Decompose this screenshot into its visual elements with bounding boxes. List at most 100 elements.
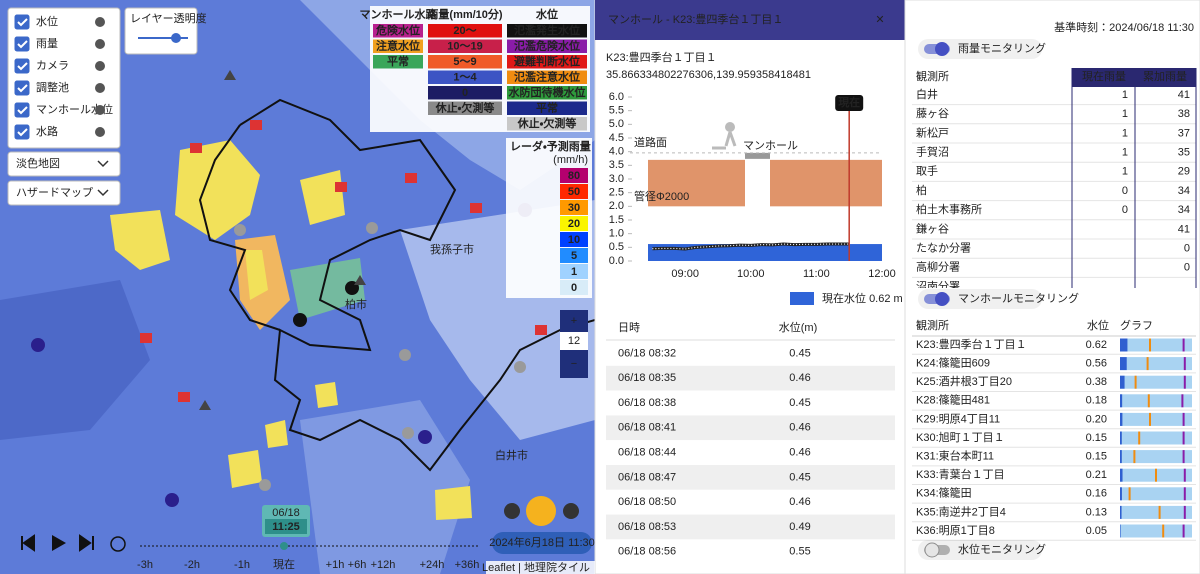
- table-header: 日時: [618, 321, 640, 334]
- clock-button[interactable]: [110, 536, 126, 552]
- camera-marker[interactable]: [470, 203, 482, 213]
- camera-marker[interactable]: [335, 182, 347, 192]
- legend-swatch: [428, 86, 502, 100]
- rain-cell: 37: [1178, 127, 1190, 139]
- dropdown-label[interactable]: ハザードマップ: [16, 186, 93, 199]
- layer-checkbox[interactable]: [14, 80, 30, 96]
- legend-label: 注意水位: [376, 38, 420, 52]
- rain-marker[interactable]: [366, 222, 378, 234]
- table-cell: 06/18 08:56: [618, 546, 676, 558]
- dropdown[interactable]: [7, 151, 121, 177]
- timeline-label[interactable]: +36h: [455, 559, 480, 571]
- manhole-name[interactable]: K24:篠籠田609: [916, 356, 990, 370]
- level-marker[interactable]: [165, 493, 179, 507]
- timeline-label[interactable]: -1h: [234, 559, 250, 571]
- zoom-in[interactable]: +: [571, 315, 577, 327]
- manhole-name[interactable]: K36:明原1丁目8: [916, 524, 995, 537]
- time-clock: 11:25: [272, 521, 300, 533]
- timeline-label[interactable]: +6h: [348, 559, 367, 571]
- zoom-in-button[interactable]: [560, 310, 588, 332]
- layer-checkbox[interactable]: [14, 14, 30, 30]
- rain-area-yellow: [300, 170, 345, 225]
- rain-cell: 柏土木事務所: [916, 202, 982, 216]
- table-row: [606, 390, 895, 416]
- dropdown-label[interactable]: 淡色地図: [16, 157, 60, 170]
- now-button[interactable]: [526, 496, 556, 526]
- timeline-label[interactable]: -2h: [184, 559, 200, 571]
- manhole-name[interactable]: K35:南逆井2丁目4: [916, 504, 1006, 518]
- layer-checkbox[interactable]: [14, 102, 30, 118]
- rain-cell: 34: [1178, 204, 1190, 216]
- timeline-label[interactable]: +1h: [326, 559, 345, 571]
- close-button[interactable]: ✕: [875, 14, 884, 26]
- rain-cell: 藤ヶ谷: [916, 107, 949, 120]
- manhole-name[interactable]: K33:青葉台１丁目: [916, 467, 1005, 481]
- toggle-knob[interactable]: [924, 542, 940, 558]
- rain-marker[interactable]: [402, 427, 414, 439]
- level-marker[interactable]: [293, 313, 307, 327]
- opacity-thumb[interactable]: [171, 33, 181, 43]
- rain-marker[interactable]: [399, 349, 411, 361]
- waterway-marker[interactable]: [224, 70, 236, 80]
- manhole-name[interactable]: K34:篠籠田: [916, 486, 972, 500]
- play-button[interactable]: [52, 535, 66, 551]
- timeline-label[interactable]: -3h: [137, 559, 153, 571]
- zoom-out-button[interactable]: [560, 350, 588, 378]
- layer-checkbox[interactable]: [14, 58, 30, 74]
- camera-marker[interactable]: [190, 143, 202, 153]
- check-mark: [17, 106, 28, 115]
- step-back[interactable]: [504, 503, 520, 519]
- rain-cell: 0: [1184, 262, 1190, 274]
- toggle-knob[interactable]: [935, 292, 949, 306]
- camera-marker[interactable]: [250, 120, 262, 130]
- radar-title: レーダ・予測雨量: [510, 139, 591, 153]
- rain-marker[interactable]: [259, 479, 271, 491]
- toggle-knob[interactable]: [935, 42, 949, 56]
- manhole-name[interactable]: K31:東台本町11: [916, 449, 994, 463]
- camera-marker[interactable]: [140, 333, 152, 343]
- gauge-fill: [1120, 357, 1127, 371]
- zoom-out[interactable]: −: [571, 358, 577, 370]
- timeline-label[interactable]: 現在: [273, 558, 295, 571]
- camera-marker[interactable]: [178, 392, 190, 402]
- step-forward[interactable]: [563, 503, 579, 519]
- rain-marker[interactable]: [514, 361, 526, 373]
- layer-icon: [95, 61, 105, 71]
- radar-swatch: [560, 232, 588, 247]
- y-tick-label: 6.0: [609, 91, 624, 103]
- timeline-thumb[interactable]: [280, 542, 288, 550]
- legend-label: 平常: [387, 54, 409, 68]
- manhole-name[interactable]: K30:旭町１丁目１: [916, 430, 1005, 444]
- next-button[interactable]: [79, 534, 94, 552]
- waterway-marker[interactable]: [199, 400, 211, 410]
- manhole-name[interactable]: K28:篠籠田481: [916, 393, 990, 407]
- legend-label: 休止・欠測等: [435, 100, 495, 114]
- rain-marker[interactable]: [234, 224, 246, 236]
- waterway-marker[interactable]: [354, 275, 366, 285]
- rain-area-yellow: [228, 450, 262, 488]
- table-row: [606, 514, 895, 540]
- manhole-name[interactable]: K23:豊四季台１丁目１: [916, 337, 1027, 351]
- manhole-name[interactable]: K25:酒井根3丁目20: [916, 374, 1012, 388]
- rain-area-yellow: [110, 210, 170, 270]
- level-marker[interactable]: [31, 338, 45, 352]
- layer-checkbox[interactable]: [14, 36, 30, 52]
- timeline-label[interactable]: +24h: [420, 559, 445, 571]
- legend-swatch: [507, 55, 587, 69]
- legend-label: 休止・欠測等: [517, 116, 577, 130]
- road-label: 道路面: [634, 135, 667, 149]
- level-marker[interactable]: [418, 430, 432, 444]
- station-coords: 35.866334802276306,139.959358418481: [606, 69, 811, 81]
- camera-marker[interactable]: [535, 325, 547, 335]
- dropdown[interactable]: [7, 180, 121, 206]
- manhole-name[interactable]: K29:明原4丁目11: [916, 412, 1000, 425]
- camera-marker[interactable]: [405, 173, 417, 183]
- layer-checkbox[interactable]: [14, 124, 30, 140]
- layer-label: 水路: [36, 125, 58, 138]
- layer-icon: [95, 39, 105, 49]
- legend-part: 0.62: [869, 293, 890, 305]
- now-tag: [835, 95, 864, 111]
- timeline-label[interactable]: +12h: [371, 559, 396, 571]
- prev-button[interactable]: [21, 534, 35, 552]
- gauge-bg: [1120, 412, 1192, 426]
